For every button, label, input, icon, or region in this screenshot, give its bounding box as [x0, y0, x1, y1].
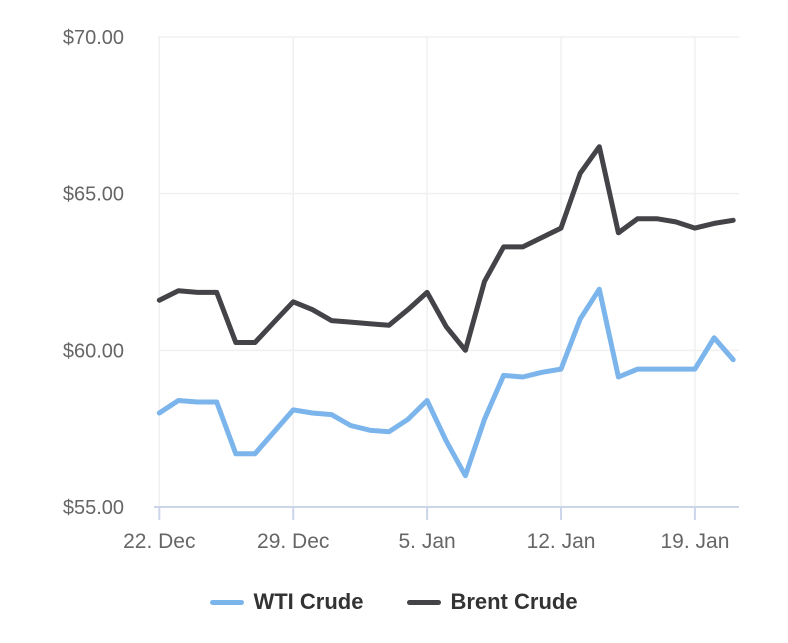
x-axis-label-5-jan: 5. Jan — [399, 530, 456, 553]
legend-swatch-brent-crude — [407, 599, 442, 605]
y-axis-label-65: $65.00 — [63, 184, 124, 206]
legend-swatch-wti-crude — [210, 599, 245, 605]
x-axis-label-19-jan: 19. Jan — [660, 530, 729, 553]
chart-plot-area: $55.00 $60.00 $65.00 $70.00 22. Dec 29. Dec 5.… — [63, 27, 739, 553]
x-axis-label-22-dec: 22. Dec — [123, 530, 195, 553]
y-axis-label-60: $60.00 — [63, 340, 124, 362]
x-axis-label-12-jan: 12. Jan — [527, 530, 596, 553]
legend-label-wti-crude: WTI Crude — [253, 589, 364, 614]
legend-item-wti-crude[interactable]: WTI Crude — [210, 589, 363, 615]
series-line-wti-crude[interactable] — [156, 286, 736, 479]
chart-legend: WTI Crude Brent Crude — [0, 589, 788, 615]
y-axis-label-70: $70.00 — [63, 27, 124, 49]
x-axis-label-29-dec: 29. Dec — [257, 530, 329, 553]
y-axis-label-55: $55.00 — [63, 497, 124, 519]
legend-item-brent-crude[interactable]: Brent Crude — [407, 589, 578, 615]
legend-label-brent-crude: Brent Crude — [450, 589, 578, 614]
series-line-brent-crude[interactable] — [156, 144, 736, 353]
